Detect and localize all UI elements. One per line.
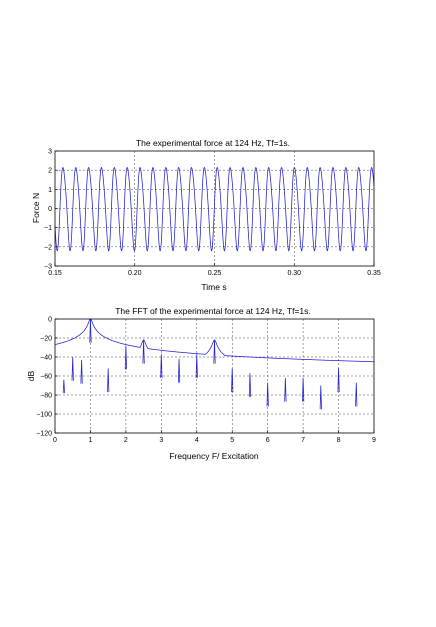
chart2-fft-series <box>54 318 375 410</box>
chart2-xtick-label: 4 <box>195 437 199 444</box>
chart2-xtick-label: 2 <box>124 437 128 444</box>
chart2-ytick-label: −120 <box>36 431 52 438</box>
chart1-title: The experimental force at 124 Hz, Tf=1s. <box>136 138 290 148</box>
fft-chart: The FFT of the experimental force at 124… <box>26 306 376 461</box>
chart1-xlabel: Time s <box>201 282 226 292</box>
chart2-ticks: 0 1 2 3 4 5 6 7 8 9 −120 −100 −80 −60 −40 −20 0 <box>36 317 376 445</box>
chart1-xtick-label: 0.20 <box>128 270 142 277</box>
chart1-ytick-label: −1 <box>44 225 52 232</box>
chart2-xtick-label: 9 <box>372 437 376 444</box>
chart2-ytick-label: −40 <box>40 355 52 362</box>
chart1-force-series <box>54 167 375 252</box>
chart1-ytick-label: 0 <box>48 206 52 213</box>
chart1-ylabel: Force N <box>31 193 41 223</box>
chart2-xtick-label: 5 <box>230 437 234 444</box>
chart2-xtick-label: 3 <box>159 437 163 444</box>
chart1-xtick-label: 0.35 <box>367 270 381 277</box>
chart2-ytick-label: −80 <box>40 393 52 400</box>
chart2-xtick-label: 6 <box>266 437 270 444</box>
chart2-ylabel: dB <box>26 370 36 381</box>
chart1-ytick-label: 1 <box>48 187 52 194</box>
chart2-xtick-label: 1 <box>88 437 92 444</box>
chart2-ytick-label: −20 <box>40 336 52 343</box>
chart2-ytick-label: −100 <box>36 412 52 419</box>
chart1-ticks: 0.15 0.20 0.25 0.30 0.35 −3 −2 −1 0 1 2 3 <box>44 149 381 278</box>
chart1-ytick-label: 3 <box>48 149 52 156</box>
chart1-xtick-label: 0.25 <box>208 270 222 277</box>
chart1-xtick-label: 0.30 <box>287 270 301 277</box>
chart2-ytick-label: −60 <box>40 374 52 381</box>
chart2-ytick-label: 0 <box>48 317 52 324</box>
chart2-xtick-label: 0 <box>53 437 57 444</box>
chart1-ytick-label: −2 <box>44 244 52 251</box>
chart1-xtick-label: 0.15 <box>48 270 62 277</box>
chart2-xtick-label: 8 <box>337 437 341 444</box>
chart2-xtick-label: 7 <box>301 437 305 444</box>
chart1-ytick-label: 2 <box>48 168 52 175</box>
chart2-xlabel: Frequency F/ Excitation <box>169 451 259 461</box>
chart2-title: The FFT of the experimental force at 124… <box>115 306 311 316</box>
chart1-ytick-label: −3 <box>44 264 52 271</box>
force-time-chart: The experimental force at 124 Hz, Tf=1s.… <box>31 138 381 292</box>
